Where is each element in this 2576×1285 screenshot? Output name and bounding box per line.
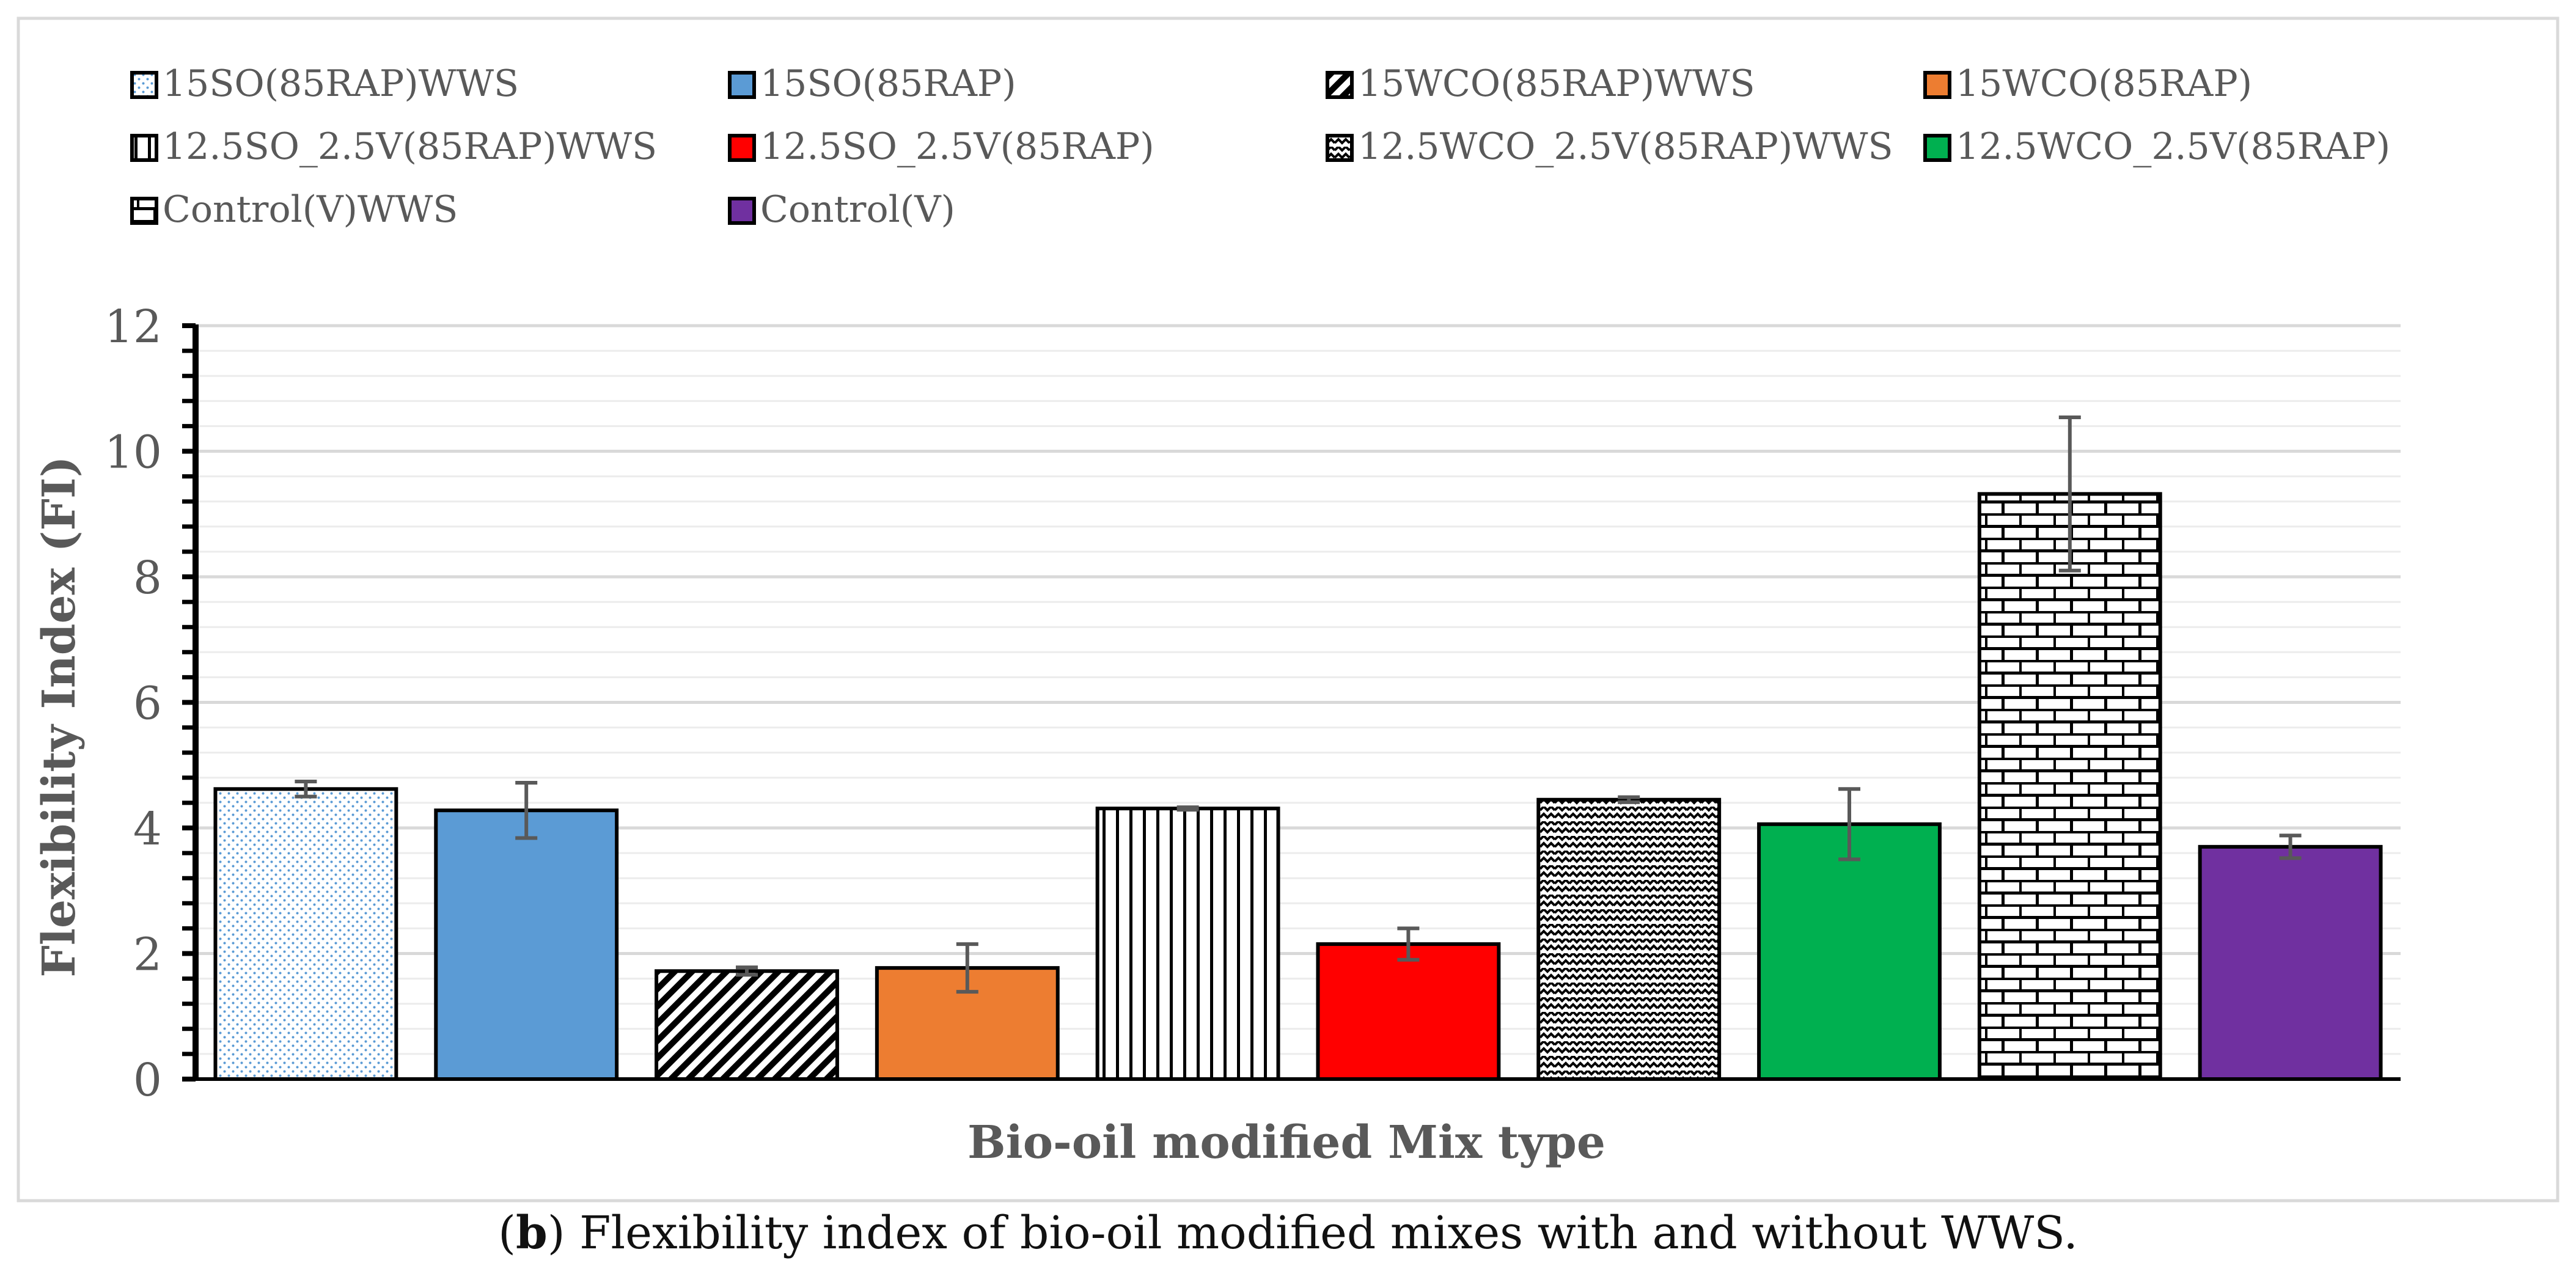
caption-panel-label: b (516, 1207, 548, 1259)
caption-text: Flexibility index of bio-oil modified mi… (565, 1207, 2078, 1259)
legend-item-9: Control(V)WWS (130, 188, 458, 231)
y-tick-label: 10 (105, 427, 162, 479)
legend: 15SO(85RAP)WWS 15SO(85RAP) 15WCO(85RAP)WWS… (130, 62, 2390, 231)
legend-item-1: 15SO(85RAP)WWS (130, 62, 519, 105)
bar-9 (1977, 492, 2162, 1081)
error-bar-4 (956, 942, 978, 994)
error-bar-6 (1397, 926, 1420, 962)
legend-swatch (130, 71, 158, 99)
figure-caption: (b) Flexibility index of bio-oil modifie… (0, 1207, 2576, 1259)
error-bar-9 (2058, 416, 2081, 573)
bars (213, 492, 2383, 1082)
legend-swatch (728, 197, 756, 225)
y-tick-label: 6 (133, 678, 162, 730)
legend-swatch (130, 197, 158, 225)
error-bar-7 (1618, 795, 1640, 804)
x-axis-label: Bio-oil modified Mix type (967, 1116, 1605, 1169)
legend-label: 15WCO(85RAP) (1956, 62, 2252, 105)
legend-label: 15SO(85RAP) (760, 62, 1016, 105)
legend-item-6: 12.5SO_2.5V(85RAP) (728, 125, 1154, 168)
bar-6 (1316, 942, 1501, 1082)
legend-swatch (728, 71, 756, 99)
legend-label: Control(V) (760, 188, 955, 231)
legend-label: 12.5SO_2.5V(85RAP)WWS (163, 125, 657, 168)
legend-item-10: Control(V) (728, 188, 955, 231)
y-tick-label: 12 (105, 301, 162, 353)
bar-3 (655, 969, 839, 1082)
caption-close-paren: ) (547, 1207, 565, 1259)
y-tick-label: 2 (133, 929, 162, 981)
legend-swatch (1923, 134, 1951, 162)
chart-border (17, 16, 2559, 1203)
y-tick-label: 8 (133, 552, 162, 604)
legend-item-4: 15WCO(85RAP) (1923, 62, 2252, 105)
bar-2 (434, 808, 619, 1081)
y-tick-label: 0 (133, 1054, 162, 1107)
legend-label: 12.5SO_2.5V(85RAP) (760, 125, 1154, 168)
legend-label: 15WCO(85RAP)WWS (1358, 62, 1755, 105)
legend-label: 15SO(85RAP)WWS (163, 62, 519, 105)
legend-label: 12.5WCO_2.5V(85RAP)WWS (1358, 125, 1893, 168)
bar-5 (1095, 807, 1280, 1081)
caption-open-paren: ( (498, 1207, 516, 1259)
bar-7 (1536, 797, 1722, 1081)
bar-8 (1757, 822, 1942, 1081)
error-bar-10 (2279, 833, 2302, 860)
legend-swatch (1326, 134, 1354, 162)
legend-item-8: 12.5WCO_2.5V(85RAP) (1923, 125, 2390, 168)
legend-label: 12.5WCO_2.5V(85RAP) (1956, 125, 2390, 168)
error-bars (295, 416, 2302, 994)
error-bar-5 (1176, 805, 1199, 812)
legend-item-2: 15SO(85RAP) (728, 62, 1016, 105)
error-bar-8 (1838, 787, 1860, 862)
legend-swatch (1923, 71, 1951, 99)
legend-swatch (728, 134, 756, 162)
bar-10 (2198, 844, 2383, 1081)
error-bar-1 (295, 779, 317, 799)
legend-swatch (130, 134, 158, 162)
legend-swatch (1326, 71, 1354, 99)
bar-1 (213, 787, 398, 1082)
legend-item-7: 12.5WCO_2.5V(85RAP)WWS (1326, 125, 1893, 168)
legend-item-5: 12.5SO_2.5V(85RAP)WWS (130, 125, 657, 168)
y-axis: 0 2 4 6 8 10 12 (105, 301, 2401, 1107)
y-axis-label: Flexibility Index (FI) (33, 456, 86, 977)
error-bar-2 (515, 781, 538, 840)
error-bar-3 (736, 965, 758, 977)
legend-item-3: 15WCO(85RAP)WWS (1326, 62, 1755, 105)
y-tick-label: 4 (133, 803, 162, 855)
legend-label: Control(V)WWS (163, 188, 458, 231)
